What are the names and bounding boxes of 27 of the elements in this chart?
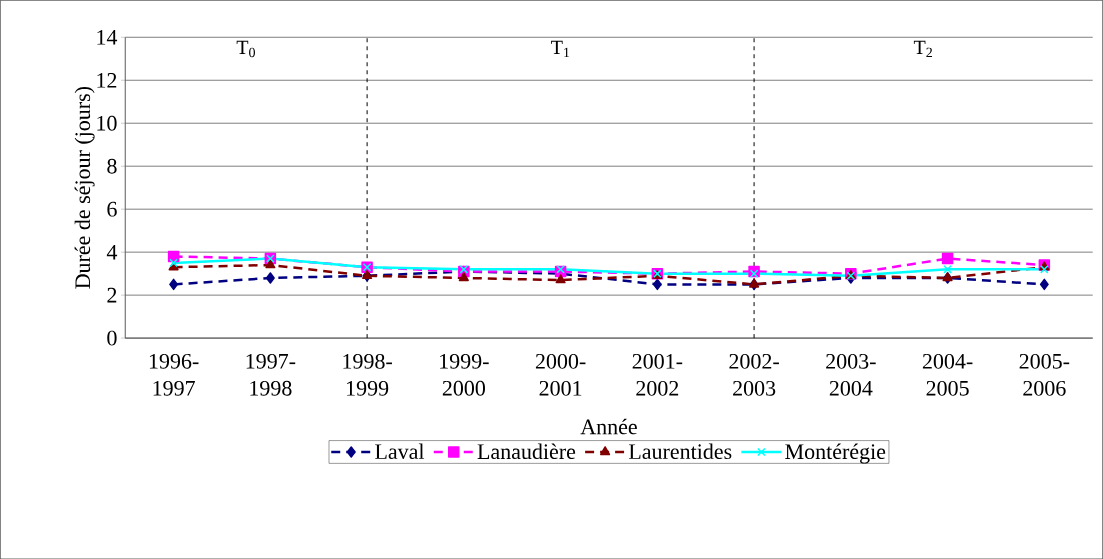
x-tick-label: 1996-1997 <box>149 353 199 396</box>
x-tick-label: 2001-2002 <box>632 353 683 396</box>
x-tick-label: 2004-2005 <box>922 353 973 396</box>
x-tick-label: 1999-2000 <box>440 353 489 396</box>
x-tick-label: 2000-2001 <box>535 353 586 396</box>
y-tick-label: 14 <box>97 29 118 45</box>
legend-label: Laval <box>375 443 425 459</box>
x-tick-label: 2005-2006 <box>1019 353 1070 396</box>
annotation: T$_{0}$ <box>236 40 255 57</box>
y-axis-title: Durée de séjour (jours) <box>74 86 95 289</box>
x-tick-label: 1997-1998 <box>246 353 296 396</box>
x-tick-label: 2003-2004 <box>826 353 876 396</box>
y-tick-label: 0 <box>107 330 117 346</box>
legend-label: Laurentides <box>628 443 732 459</box>
x-tick-label: 1998-1999 <box>343 353 392 396</box>
x-axis-title: Année <box>580 418 637 435</box>
y-tick-label: 6 <box>107 201 117 217</box>
legend-label: Lanaudière <box>477 443 576 459</box>
y-tick-label: 10 <box>97 115 117 131</box>
y-tick-label: 12 <box>97 72 117 88</box>
legend-label: Montérégie <box>785 443 886 464</box>
y-tick-label: 2 <box>107 287 117 303</box>
x-tick-label: 2002-2003 <box>729 353 779 396</box>
annotation: T$_{1}$ <box>551 40 570 57</box>
y-tick-label: 4 <box>106 244 118 260</box>
annotation: T$_{2}$ <box>913 40 932 57</box>
y-tick-label: 8 <box>107 158 117 174</box>
